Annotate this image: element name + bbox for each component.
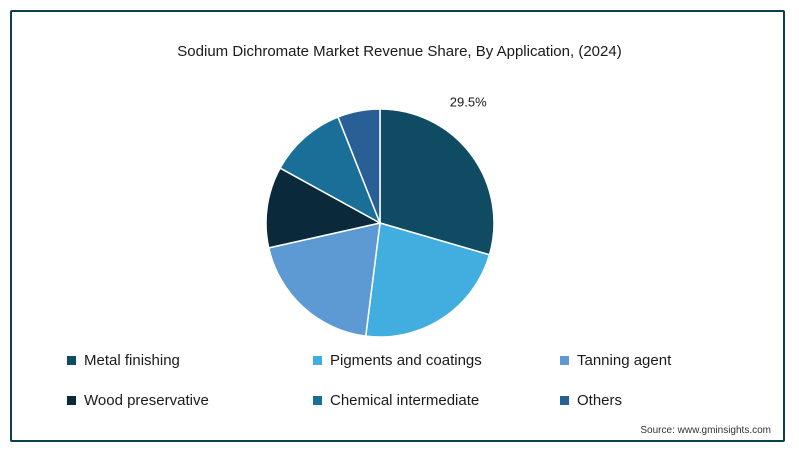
legend-label: Others <box>577 392 623 409</box>
legend-swatch <box>560 356 569 365</box>
pie-slice-tanning-agent <box>267 222 381 337</box>
legend-label: Wood preservative <box>84 392 209 409</box>
legend-label: Tanning agent <box>577 352 672 369</box>
legend-label: Chemical intermediate <box>330 392 480 409</box>
legend-item-wood-preservative: Wood preservative <box>67 392 209 409</box>
legend-item-tanning-agent: Tanning agent <box>560 352 671 369</box>
source-note: Source: www.gminsights.com <box>640 425 771 436</box>
legend-swatch <box>67 356 76 365</box>
legend-swatch <box>313 396 322 405</box>
legend-label: Pigments and coatings <box>330 352 482 369</box>
pie-slice-chemical-intermediate <box>279 116 382 225</box>
legend-swatch <box>313 356 322 365</box>
pie-slice-pigments-and-coatings <box>364 222 491 338</box>
legend-label: Metal finishing <box>84 352 180 369</box>
data-label-metal-finishing: 29.5% <box>450 95 487 110</box>
pie-slice-wood-preservative <box>265 167 383 249</box>
pie-slice-metal-finishing <box>379 108 495 256</box>
legend-swatch <box>560 396 569 405</box>
legend-item-chemical-intermediate: Chemical intermediate <box>313 392 479 409</box>
pie-slice-others <box>337 108 381 224</box>
legend-item-others: Others <box>560 392 622 409</box>
legend-swatch <box>67 396 76 405</box>
chart-title: Sodium Dichromate Market Revenue Share, … <box>177 43 622 60</box>
legend-item-pigments-and-coatings: Pigments and coatings <box>313 352 482 369</box>
legend-item-metal-finishing: Metal finishing <box>67 352 180 369</box>
